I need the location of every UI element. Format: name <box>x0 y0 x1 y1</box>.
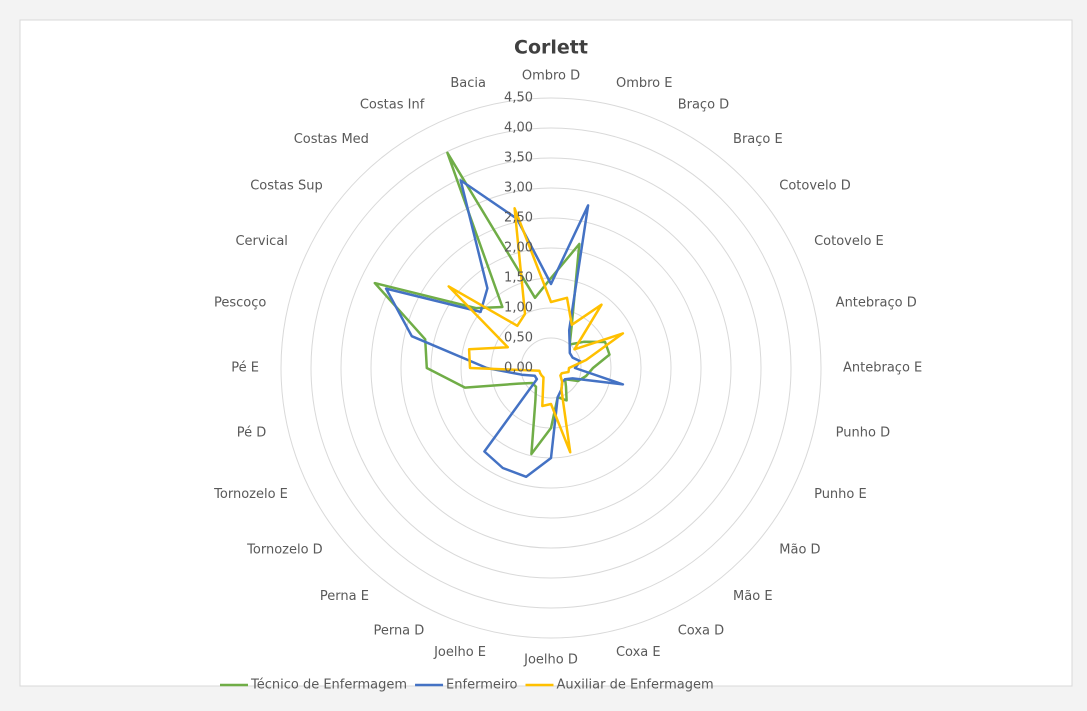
axis-tick-label: 1,00 <box>504 301 533 316</box>
category-label: Braço D <box>678 97 729 112</box>
category-label: Pé E <box>231 361 259 376</box>
axis-tick-label: 0,00 <box>504 361 533 376</box>
legend-label: Auxiliar de Enfermagem <box>556 678 713 693</box>
category-label: Mão D <box>779 543 820 558</box>
category-label: Coxa E <box>616 645 661 660</box>
category-label: Joelho D <box>523 653 578 668</box>
chart-area <box>19 19 1073 687</box>
legend-label: Técnico de Enfermagem <box>250 678 407 693</box>
category-label: Pescoço <box>214 296 266 311</box>
category-label: Punho D <box>836 425 890 440</box>
category-label: Pé D <box>237 425 267 440</box>
legend-label: Enfermeiro <box>446 678 517 693</box>
grid-circle <box>280 97 822 639</box>
series-line <box>384 179 625 479</box>
series-line <box>447 207 625 454</box>
category-label: Perna E <box>320 589 369 604</box>
category-label: Tornozelo E <box>213 487 288 502</box>
axis-tick-label: 2,00 <box>504 241 533 256</box>
grid-circle <box>310 127 792 609</box>
axis-tick-label: 3,50 <box>504 151 533 166</box>
axis-tick-label: 1,50 <box>504 271 533 286</box>
category-label: Coxa D <box>678 624 724 639</box>
category-label: Costas Med <box>294 132 369 147</box>
category-label: Cotovelo D <box>779 178 850 193</box>
category-label: Mão E <box>733 589 772 604</box>
category-label: Tornozelo D <box>246 543 323 558</box>
axis-tick-label: 4,00 <box>504 121 533 136</box>
grid-circle <box>370 187 732 549</box>
category-label: Costas Inf <box>360 97 425 112</box>
axis-tick-label: 4,50 <box>504 91 533 106</box>
category-label: Costas Sup <box>250 178 323 193</box>
category-label: Ombro E <box>616 76 673 91</box>
category-label: Cervical <box>235 234 287 249</box>
category-label: Ombro D <box>522 69 580 84</box>
category-label: Braço E <box>733 132 783 147</box>
axis-tick-label: 2,50 <box>504 211 533 226</box>
grid-circle <box>430 247 672 489</box>
grid-circle <box>520 337 582 399</box>
category-label: Cotovelo E <box>814 234 884 249</box>
category-label: Antebraço D <box>836 296 917 311</box>
axis-tick-label: 0,50 <box>504 331 533 346</box>
category-label: Joelho E <box>433 645 486 660</box>
category-label: Punho E <box>814 487 867 502</box>
category-label: Perna D <box>373 624 424 639</box>
grid-circle <box>340 157 762 579</box>
axis-tick-label: 3,00 <box>504 181 533 196</box>
grid-circle <box>400 217 702 519</box>
chart-title: Corlett <box>514 37 588 59</box>
category-label: Antebraço E <box>843 361 922 376</box>
category-label: Bacia <box>450 76 486 91</box>
